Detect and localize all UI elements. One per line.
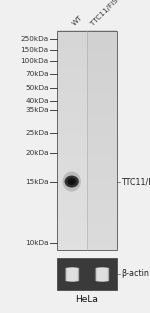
Ellipse shape bbox=[62, 172, 81, 192]
Text: 10kDa: 10kDa bbox=[25, 239, 49, 246]
Text: 15kDa: 15kDa bbox=[25, 178, 49, 185]
Text: WT: WT bbox=[72, 14, 84, 27]
Bar bbox=[57, 31, 117, 250]
Text: 250kDa: 250kDa bbox=[21, 36, 49, 42]
Text: 150kDa: 150kDa bbox=[21, 47, 49, 53]
Text: 25kDa: 25kDa bbox=[25, 130, 49, 136]
Bar bbox=[87, 31, 117, 250]
Text: 70kDa: 70kDa bbox=[25, 70, 49, 77]
Text: TTC11/FIS1: TTC11/FIS1 bbox=[121, 177, 150, 186]
Text: 20kDa: 20kDa bbox=[25, 150, 49, 156]
Ellipse shape bbox=[68, 178, 76, 185]
Text: 100kDa: 100kDa bbox=[21, 58, 49, 64]
Bar bbox=[57, 31, 87, 250]
Text: HeLa: HeLa bbox=[76, 295, 98, 304]
Text: 50kDa: 50kDa bbox=[25, 85, 49, 91]
Text: TTC11/FIS1 KO: TTC11/FIS1 KO bbox=[90, 0, 131, 27]
Text: 35kDa: 35kDa bbox=[25, 106, 49, 113]
Ellipse shape bbox=[65, 176, 79, 187]
Text: 40kDa: 40kDa bbox=[25, 98, 49, 104]
Text: β-actin: β-actin bbox=[121, 269, 149, 278]
Bar bbox=[57, 258, 117, 290]
